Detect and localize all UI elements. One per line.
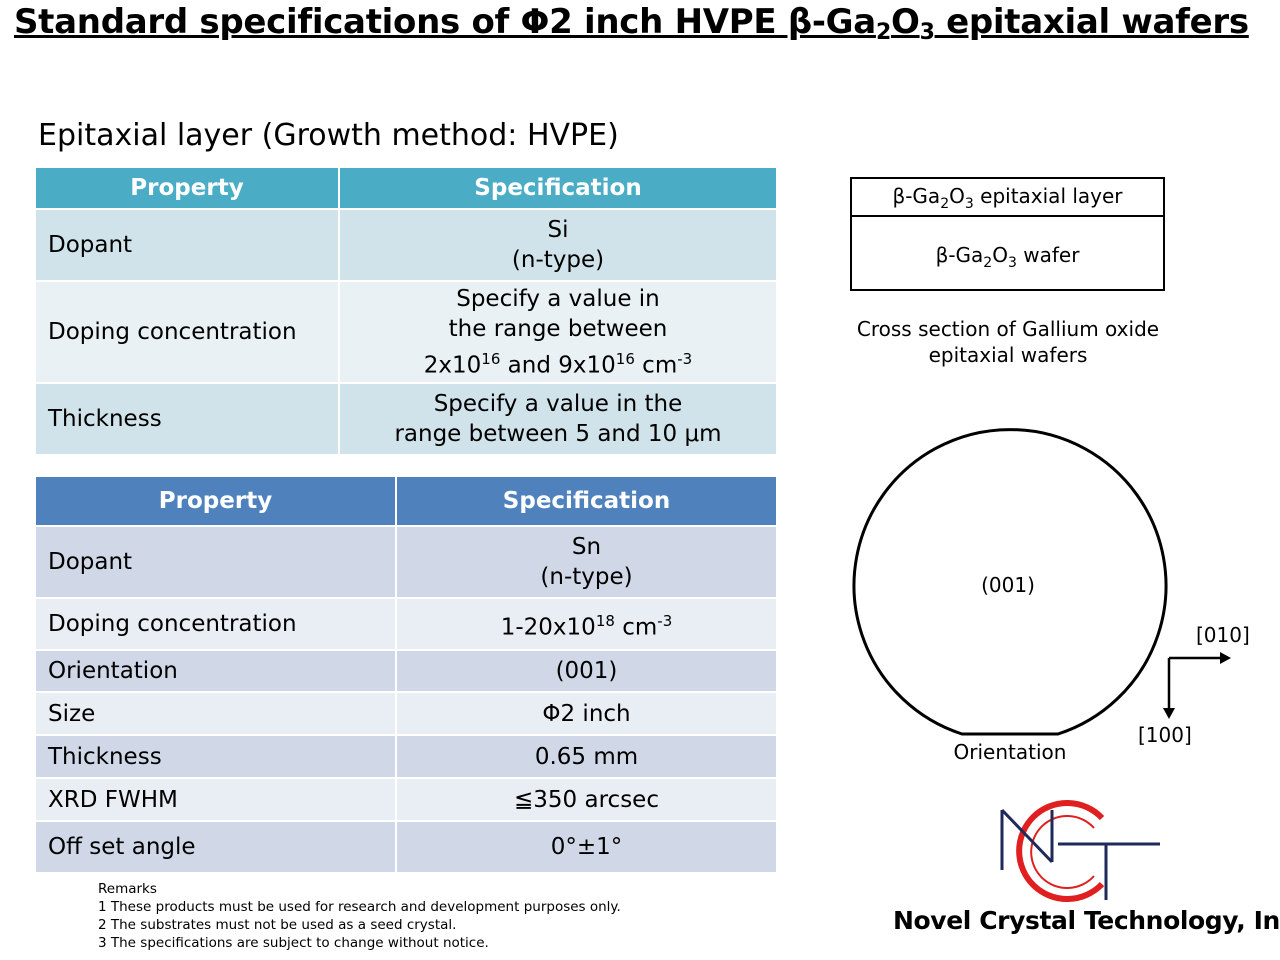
epitaxial-layer-box: β-Ga2O3 epitaxial layer	[852, 179, 1163, 217]
row-value-thickness: 0.65 mm	[395, 734, 778, 779]
wafer-box: β-Ga2O3 wafer	[935, 243, 1080, 271]
row-label-dopant: Dopant	[34, 525, 397, 599]
row-label-xrd-fwhm: XRD FWHM	[34, 777, 397, 822]
epitaxial-spec-table: Property Specification Dopant Si (n-type)…	[34, 166, 778, 456]
substrate-spec-table: Property Specification Dopant Sn (n-type)…	[34, 475, 778, 874]
arrow-010-head	[1220, 652, 1231, 664]
logo-letters	[1000, 808, 1160, 900]
row-value-doping-concentration: 1-20x1018 cm-3	[395, 597, 778, 651]
row-label-dopant: Dopant	[34, 208, 340, 282]
header-property: Property	[34, 166, 340, 210]
arrow-100-head	[1163, 708, 1175, 719]
wafer-diagram	[852, 428, 1231, 736]
header-property: Property	[34, 475, 397, 527]
header-specification: Specification	[338, 166, 778, 210]
table-header-row: Property Specification	[34, 166, 778, 210]
table-row: XRD FWHM ≦350 arcsec	[34, 777, 778, 822]
row-value-size: Φ2 inch	[395, 691, 778, 736]
row-label-doping-concentration: Doping concentration	[34, 280, 340, 384]
direction-010-label: [010]	[1196, 623, 1250, 647]
row-value-thickness: Specify a value in the range between 5 an…	[338, 382, 778, 456]
table-row: Thickness Specify a value in the range be…	[34, 382, 778, 456]
remark-item: 3 The specifications are subject to chan…	[98, 935, 489, 951]
row-value-doping-concentration: Specify a value in the range between 2x101…	[338, 280, 778, 384]
direction-100-label: [100]	[1138, 723, 1192, 747]
table-row: Size Φ2 inch	[34, 691, 778, 736]
row-label-orientation: Orientation	[34, 649, 397, 693]
row-value-xrd-fwhm: ≦350 arcsec	[395, 777, 778, 822]
orientation-flat-label: Orientation	[953, 740, 1067, 764]
table-row: Doping concentration Specify a value in t…	[34, 280, 778, 384]
logo-c-arc	[1016, 800, 1105, 902]
row-label-thickness: Thickness	[34, 734, 397, 779]
table-header-row: Property Specification	[34, 475, 778, 527]
row-label-doping-concentration: Doping concentration	[34, 597, 397, 651]
row-value-dopant: Si (n-type)	[338, 208, 778, 282]
row-value-dopant: Sn (n-type)	[395, 525, 778, 599]
epitaxial-layer-heading: Epitaxial layer (Growth method: HVPE)	[38, 118, 619, 153]
logo-c-inner-arc	[1030, 815, 1095, 889]
row-value-orientation: (001)	[395, 649, 778, 693]
cross-section-diagram: β-Ga2O3 epitaxial layer β-Ga2O3 wafer	[850, 177, 1165, 291]
remark-item: 2 The substrates must not be used as a s…	[98, 917, 457, 933]
cross-section-caption: Cross section of Gallium oxide epitaxial …	[856, 317, 1160, 367]
row-value-offset-angle: 0°±1°	[395, 820, 778, 874]
remark-item: 1 These products must be used for resear…	[98, 899, 621, 915]
page-title: Standard specifications of Φ2 inch HVPE …	[14, 2, 1249, 45]
row-label-size: Size	[34, 691, 397, 736]
table-row: Dopant Si (n-type)	[34, 208, 778, 282]
wafer-plane-label: (001)	[981, 573, 1035, 597]
table-row: Doping concentration 1-20x1018 cm-3	[34, 597, 778, 651]
company-logo	[1000, 800, 1160, 902]
orientation-arrows	[1167, 656, 1222, 710]
remarks-heading: Remarks	[98, 881, 157, 897]
table-row: Orientation (001)	[34, 649, 778, 693]
table-row: Thickness 0.65 mm	[34, 734, 778, 779]
row-label-offset-angle: Off set angle	[34, 820, 397, 874]
company-name: Novel Crystal Technology, Inc.	[893, 906, 1280, 935]
wafer-outline	[852, 428, 1168, 736]
table-row: Dopant Sn (n-type)	[34, 525, 778, 599]
row-label-thickness: Thickness	[34, 382, 340, 456]
header-specification: Specification	[395, 475, 778, 527]
remarks: Remarks 1 These products must be used fo…	[98, 880, 621, 952]
table-row: Off set angle 0°±1°	[34, 820, 778, 874]
